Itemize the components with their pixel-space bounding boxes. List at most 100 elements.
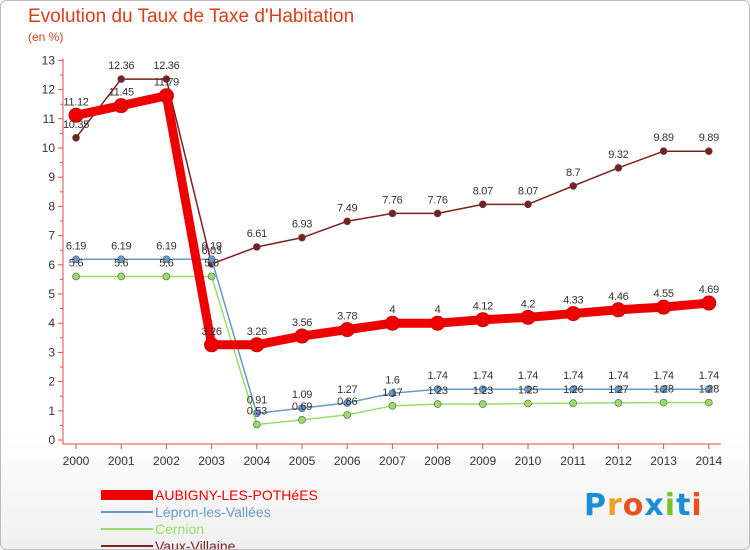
data-point [72, 272, 80, 281]
x-tick-label: 2006 [334, 454, 361, 468]
data-point [430, 315, 446, 331]
data-point [614, 399, 623, 407]
data-label: 10.35 [63, 119, 89, 131]
data-label: 4.2 [521, 298, 536, 310]
data-label: 4.55 [653, 288, 673, 300]
y-tick-label: 7 [48, 229, 55, 243]
data-point [520, 309, 536, 325]
data-point [72, 255, 80, 264]
data-point [704, 398, 713, 407]
data-label: 3.26 [247, 326, 267, 338]
legend-swatch [101, 528, 153, 530]
data-label: 4.33 [563, 295, 583, 307]
data-label: 11.79 [154, 77, 179, 89]
data-label: 1.27 [608, 384, 628, 396]
data-label: 12.36 [108, 60, 134, 72]
chart-title: Evolution du Taux de Taxe d'Habitation [28, 6, 355, 27]
data-label: 1.27 [337, 384, 357, 396]
data-point [610, 302, 626, 318]
data-point [117, 272, 125, 281]
data-point [298, 416, 306, 424]
data-label: 1.6 [385, 374, 400, 386]
data-point [475, 312, 491, 328]
x-tick-label: 2009 [469, 454, 496, 468]
data-point [478, 385, 487, 393]
data-label: 3.56 [292, 317, 312, 329]
data-point [294, 328, 310, 344]
data-label: 0.69 [292, 401, 312, 413]
x-tick-label: 2010 [515, 454, 542, 468]
data-label: 6.19 [156, 240, 176, 252]
data-label: 6.19 [201, 240, 221, 252]
logo-letter: o [622, 488, 645, 523]
data-label: 8.07 [473, 185, 493, 197]
legend-label: AUBIGNY-LES-POTHéES [155, 487, 318, 503]
data-point [343, 217, 352, 226]
data-point [704, 385, 713, 393]
data-point [162, 255, 171, 264]
data-point [433, 400, 442, 408]
y-tick-label: 9 [48, 170, 55, 184]
y-tick-label: 5 [48, 287, 55, 301]
data-label: 6.03 [201, 245, 221, 257]
data-label: 1.26 [563, 384, 583, 396]
data-point [68, 107, 84, 123]
legend-label: Vaux-Villaine [155, 538, 236, 550]
x-tick-label: 2012 [605, 454, 632, 468]
x-tick-label: 2000 [63, 454, 90, 468]
data-point [659, 398, 668, 407]
legend-swatch [101, 511, 153, 513]
data-label: 1.74 [563, 370, 583, 382]
data-label: 1.74 [473, 370, 493, 382]
data-point [614, 385, 623, 393]
x-tick-label: 2011 [560, 454, 586, 468]
data-point [478, 200, 487, 209]
data-label: 1.74 [518, 370, 538, 382]
data-label: 7.76 [427, 194, 447, 206]
data-point [656, 299, 672, 315]
legend-swatch [101, 545, 153, 547]
data-label: 6.93 [292, 219, 312, 231]
data-label: 1.28 [653, 384, 673, 396]
data-point [433, 385, 442, 393]
data-label: 1.74 [653, 370, 673, 382]
x-tick-label: 2002 [153, 454, 180, 468]
data-point [298, 404, 306, 412]
x-tick-label: 2007 [379, 454, 406, 468]
y-tick-label: 2 [48, 375, 55, 389]
data-point [207, 272, 216, 281]
x-tick-label: 2014 [695, 454, 722, 468]
data-label: 4.46 [608, 291, 628, 303]
data-point [162, 75, 171, 83]
data-point [249, 337, 265, 353]
data-label: 1.17 [382, 387, 402, 399]
x-tick-label: 2003 [198, 454, 225, 468]
proxiti-logo: Proxiti [584, 488, 703, 523]
x-tick-label: 2004 [243, 454, 270, 468]
data-point [659, 385, 668, 393]
data-label: 0.86 [337, 396, 357, 408]
data-point [207, 255, 216, 264]
data-label: 8.07 [518, 185, 538, 197]
data-label: 9.32 [608, 149, 628, 161]
y-tick-label: 10 [42, 141, 56, 155]
data-label: 3.26 [201, 326, 221, 338]
data-label: 5.6 [114, 257, 129, 269]
data-point [343, 399, 352, 407]
data-point [524, 385, 532, 393]
data-label: 9.89 [653, 132, 673, 144]
data-point [298, 233, 306, 242]
logo-letter: i [691, 488, 703, 523]
data-point [524, 399, 532, 408]
legend-label: Cernion [155, 521, 205, 537]
data-label: 6.61 [247, 228, 267, 240]
logo-letter: x [644, 488, 665, 523]
data-label: 6.19 [111, 240, 131, 252]
data-point [569, 385, 578, 393]
data-label: 5.6 [204, 257, 219, 269]
data-point [478, 400, 487, 408]
data-point [117, 255, 125, 264]
data-label: 0.53 [247, 406, 267, 418]
data-point [72, 133, 80, 142]
